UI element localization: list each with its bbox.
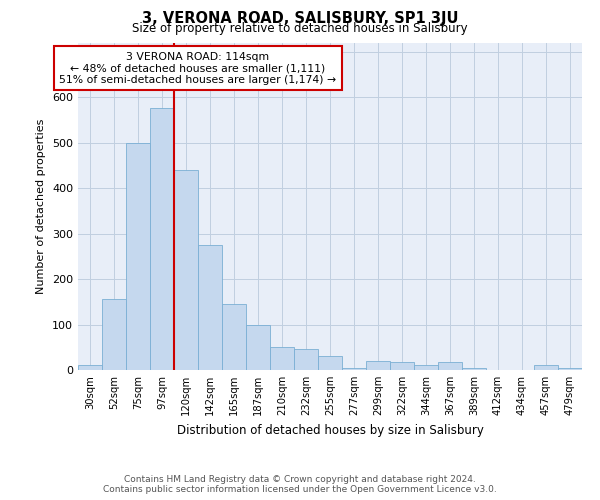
X-axis label: Distribution of detached houses by size in Salisbury: Distribution of detached houses by size … <box>176 424 484 436</box>
Bar <box>78 366 102 370</box>
Y-axis label: Number of detached properties: Number of detached properties <box>37 118 46 294</box>
Bar <box>318 356 342 370</box>
Bar <box>246 324 270 370</box>
Bar <box>462 368 486 370</box>
Text: Size of property relative to detached houses in Salisbury: Size of property relative to detached ho… <box>132 22 468 35</box>
Bar <box>558 368 582 370</box>
Text: Contains HM Land Registry data © Crown copyright and database right 2024.
Contai: Contains HM Land Registry data © Crown c… <box>103 474 497 494</box>
Bar <box>390 362 414 370</box>
Bar <box>342 368 366 370</box>
Bar <box>174 170 198 370</box>
Bar <box>366 361 390 370</box>
Bar <box>126 142 150 370</box>
Bar <box>102 300 126 370</box>
Bar <box>294 348 318 370</box>
Bar <box>222 304 246 370</box>
Bar <box>270 348 294 370</box>
Bar <box>438 362 462 370</box>
Text: 3, VERONA ROAD, SALISBURY, SP1 3JU: 3, VERONA ROAD, SALISBURY, SP1 3JU <box>142 11 458 26</box>
Bar <box>414 366 438 370</box>
Bar <box>150 108 174 370</box>
Text: 3 VERONA ROAD: 114sqm
← 48% of detached houses are smaller (1,111)
51% of semi-d: 3 VERONA ROAD: 114sqm ← 48% of detached … <box>59 52 337 85</box>
Bar <box>198 245 222 370</box>
Bar <box>534 366 558 370</box>
